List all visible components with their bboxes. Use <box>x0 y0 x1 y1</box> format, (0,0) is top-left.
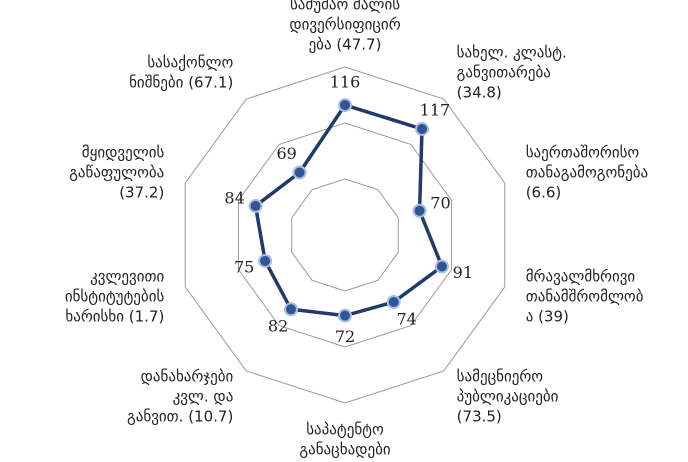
category-label: განვით. (10.7) <box>127 407 233 425</box>
category-label: მრავალმხრივი <box>526 267 636 285</box>
marker <box>338 308 352 323</box>
grid-ring <box>291 178 399 292</box>
grid-ring <box>237 122 453 348</box>
category-label: სამეცნიერო <box>457 367 544 385</box>
category-label: პუბლიკაციები <box>457 387 559 405</box>
value-label: 72 <box>335 327 355 346</box>
value-label: 75 <box>234 257 254 276</box>
category-label: განაცხადები <box>299 441 390 459</box>
category-label: ება (47.7) <box>309 36 382 54</box>
category-label: ნიშნები (67.1) <box>129 74 233 92</box>
marker <box>284 302 299 317</box>
category-label: (73.5) <box>457 407 502 425</box>
category-label: დანახარჯები <box>141 367 234 385</box>
value-label: 82 <box>268 317 288 336</box>
category-label: თანამშრომლობ <box>526 287 644 305</box>
value-label: 74 <box>396 309 416 328</box>
category-label: მყიდველის <box>82 144 165 162</box>
category-label: ხარისხი (1.7) <box>65 307 164 325</box>
category-label: სახელ. კლასტ. <box>457 44 567 62</box>
value-label: 91 <box>453 263 473 282</box>
category-label: სამუშაო ძალის <box>290 0 400 14</box>
value-label: 116 <box>330 73 361 92</box>
marker <box>434 259 449 274</box>
category-label: ინსტიტუტების <box>65 287 165 305</box>
category-label: (37.2) <box>119 184 164 202</box>
marker <box>248 198 263 213</box>
category-label: კვლევითი <box>90 267 164 285</box>
value-label: 70 <box>430 193 450 212</box>
category-label: (34.8) <box>457 84 502 102</box>
value-label: 84 <box>224 189 244 208</box>
category-label: ა (39) <box>526 307 569 325</box>
marker <box>412 203 427 218</box>
category-label: (6.6) <box>526 184 562 202</box>
marker <box>258 253 273 268</box>
value-label: 117 <box>420 101 451 120</box>
value-label: 69 <box>276 144 296 163</box>
category-label: საპატენტო <box>306 421 384 439</box>
category-label: დივერსიფიცირ <box>289 16 400 34</box>
marker <box>292 165 307 180</box>
marker <box>386 295 401 310</box>
marker <box>338 98 352 113</box>
category-label: სასაქონლო <box>147 54 233 72</box>
category-label: საერთაშორისო <box>526 144 640 162</box>
category-label: (8.6) <box>327 461 363 462</box>
category-label: კვლ. და <box>173 387 234 405</box>
category-label: განვითარება <box>457 64 551 82</box>
marker <box>415 121 430 136</box>
category-label: გაწაფულობა <box>69 164 164 182</box>
grid-ring <box>184 66 506 404</box>
category-label: თანაგამოგონება <box>526 164 648 182</box>
